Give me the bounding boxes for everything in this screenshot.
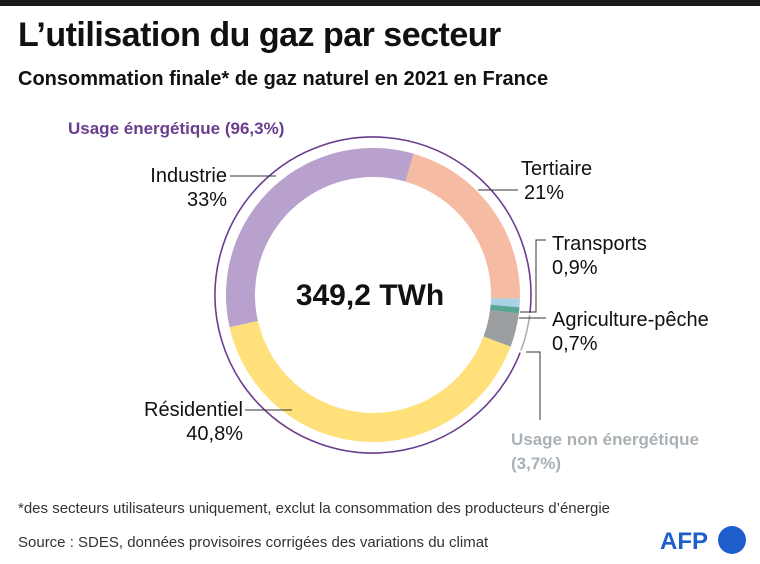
slice-usage-non-nerg-tique	[483, 309, 519, 347]
afp-logo-text: AFP	[660, 528, 708, 555]
slice-tertiaire	[405, 153, 521, 299]
footnote: *des secteurs utilisateurs uniquement, e…	[18, 500, 610, 517]
leader-non-energetique	[526, 351, 541, 420]
slice-agriculture-p-che	[490, 304, 520, 314]
chart-title: L’utilisation du gaz par secteur	[18, 16, 501, 54]
source-note: Source : SDES, données provisoires corri…	[18, 534, 489, 551]
slice-r-sidentiel	[229, 320, 511, 442]
leader-transports	[520, 239, 546, 313]
label-tertiaire-name: Tertiaire	[521, 158, 592, 180]
label-residentiel-value: 40,8%	[186, 423, 243, 445]
top-bar	[0, 0, 760, 6]
label-agriculture-value: 0,7%	[552, 333, 598, 355]
label-transports-name: Transports	[552, 233, 647, 255]
group-sublabel-non-energetique: (3,7%)	[511, 454, 561, 473]
label-tertiaire-value: 21%	[524, 182, 564, 204]
group-arc-non-energetique	[520, 314, 531, 351]
slice-transports	[490, 298, 520, 308]
label-residentiel-name: Résidentiel	[144, 399, 243, 421]
label-industrie-name: Industrie	[150, 165, 227, 187]
group-label-energetique: Usage énergétique (96,3%)	[68, 119, 284, 138]
label-transports-value: 0,9%	[552, 257, 598, 279]
label-agriculture-name: Agriculture-pêche	[552, 309, 709, 331]
group-label-non-energetique: Usage non énergétique	[511, 430, 699, 449]
slice-industrie	[226, 148, 414, 328]
center-total-label: 349,2 TWh	[296, 279, 444, 312]
afp-logo-circle	[718, 526, 746, 554]
label-industrie-value: 33%	[187, 189, 227, 211]
chart-subtitle: Consommation finale* de gaz naturel en 2…	[18, 68, 549, 90]
group-arc-energetique	[214, 136, 532, 454]
afp-logo-icon: AFP	[660, 526, 746, 555]
